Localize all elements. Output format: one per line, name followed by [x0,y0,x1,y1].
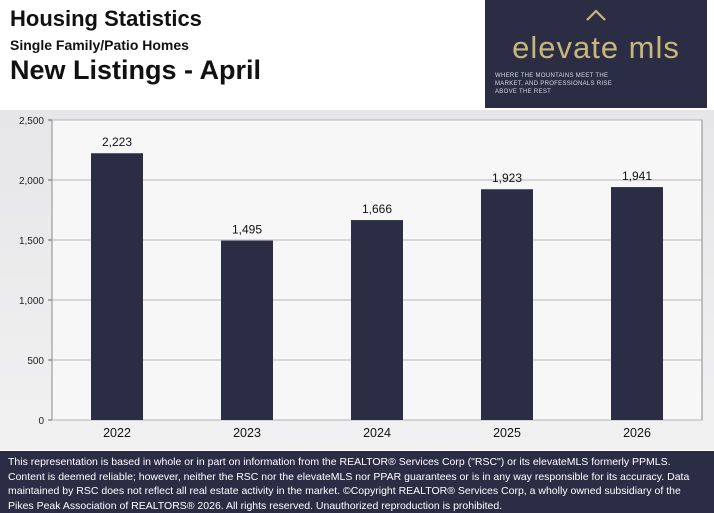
bar [91,153,143,421]
chart-title: New Listings - April [10,55,262,85]
footer-disclaimer: This representation is based in whole or… [0,451,714,513]
bar [351,220,403,420]
data-label: 1,923 [492,171,522,185]
bar [481,189,533,420]
bar [611,187,663,420]
page-subtitle: Single Family/Patio Homes [10,37,189,53]
bar-chart: 0 500 1,000 1,500 2,000 2,500 2,223 2022 1,495 20… [19,116,703,440]
elevate-mls-logo: elevate mls WHERE THE MOUNTAINS MEET THE… [485,0,707,108]
logo-name: elevate mls [512,30,680,65]
page-title: Housing Statistics [10,6,202,31]
x-tick-label: 2023 [233,426,261,440]
y-tick-label: 0 [38,416,44,427]
mountain-chevron-icon [586,9,606,21]
y-tick-label: 1,000 [19,296,44,307]
y-tick-label: 2,500 [19,116,44,127]
x-tick-label: 2024 [363,426,391,440]
x-tick-label: 2026 [623,426,651,440]
chart-area: 0 500 1,000 1,500 2,000 2,500 2,223 2022 1,495 20… [0,110,714,450]
bar [221,240,273,420]
data-label: 1,941 [622,169,652,183]
logo-tagline: WHERE THE MOUNTAINS MEET THE MARKET, AND… [495,73,613,95]
y-tick-label: 500 [27,356,44,367]
data-label: 1,495 [232,223,262,237]
data-label: 1,666 [362,202,392,216]
y-tick-label: 2,000 [19,176,44,187]
x-tick-label: 2022 [103,426,131,440]
data-label: 2,223 [102,135,132,149]
x-tick-label: 2025 [493,426,521,440]
y-tick-label: 1,500 [19,236,44,247]
